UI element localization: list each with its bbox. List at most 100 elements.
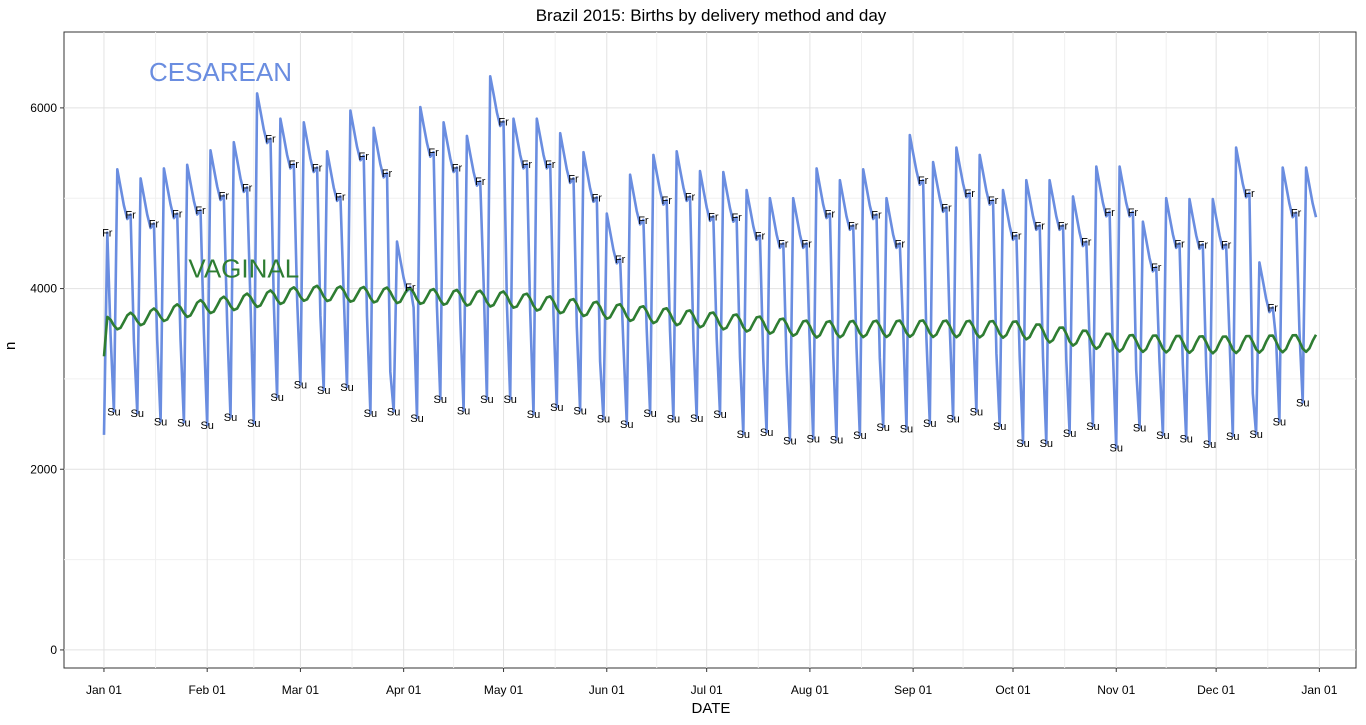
friday-label: Fr [382,168,393,180]
x-axis-label: DATE [691,700,731,717]
sunday-label: Su [1273,416,1286,428]
sunday-label: Su [876,422,889,434]
friday-label: Fr [265,134,276,146]
friday-label: Fr [895,238,906,250]
x-tick-label: Mar 01 [282,683,320,697]
sunday-label: Su [294,379,307,391]
friday-label: Fr [1104,207,1115,219]
x-tick-label: May 01 [484,683,524,697]
friday-label: Fr [708,211,719,223]
friday-label: Fr [871,209,882,221]
sunday-label: Su [1203,439,1216,451]
sunday-label: Su [1296,397,1309,409]
friday-label: Fr [312,163,323,175]
sunday-label: Su [760,427,773,439]
friday-label: Fr [1081,237,1092,249]
x-tick-label: Aug 01 [791,683,829,697]
sunday-label: Su [503,394,516,406]
friday-label: Fr [1034,220,1045,232]
friday-label: Fr [1011,230,1022,242]
sunday-label: Su [364,408,377,420]
friday-label: Fr [1244,188,1255,200]
friday-label: Fr [918,175,929,187]
friday-label: Fr [289,159,300,171]
friday-label: Fr [988,195,999,207]
friday-label: Fr [522,159,533,171]
friday-label: Fr [358,151,369,163]
sunday-label: Su [1249,429,1262,441]
sunday-label: Su [1086,421,1099,433]
series-label-vaginal: VAGINAL [188,254,299,284]
friday-label: Fr [172,209,183,221]
friday-label: Fr [498,116,509,128]
friday-label: Fr [848,220,859,232]
friday-label: Fr [941,202,952,214]
sunday-label: Su [340,382,353,394]
sunday-label: Su [527,409,540,421]
x-tick-label: Jan 01 [1301,683,1337,697]
friday-label: Fr [405,282,416,294]
sunday-label: Su [247,418,260,430]
sunday-label: Su [620,419,633,431]
sunday-label: Su [830,434,843,446]
friday-label: Fr [801,238,812,250]
sunday-label: Su [853,430,866,442]
sunday-label: Su [317,385,330,397]
friday-label: Fr [638,215,649,227]
x-tick-label: Jan 01 [86,683,122,697]
friday-label: Fr [428,147,439,159]
sunday-label: Su [737,429,750,441]
friday-label: Fr [1058,220,1069,232]
friday-label: Fr [568,173,579,185]
friday-label: Fr [965,188,976,200]
sunday-label: Su [783,435,796,447]
friday-label: Fr [1291,208,1302,220]
sunday-label: Su [923,418,936,430]
sunday-label: Su [806,434,819,446]
x-tick-label: Oct 01 [995,683,1031,697]
friday-label: Fr [1174,238,1185,250]
friday-label: Fr [825,209,836,221]
series-label-cesarean: CESAREAN [149,57,292,87]
sunday-label: Su [1226,431,1239,443]
sunday-label: Su [1016,438,1029,450]
sunday-label: Su [1133,423,1146,435]
sunday-label: Su [154,416,167,428]
series-line-cesarean [102,75,1318,449]
sunday-label: Su [573,406,586,418]
friday-label: Fr [125,209,136,221]
chart-title: Brazil 2015: Births by delivery method a… [535,6,887,25]
friday-label: Fr [102,228,113,240]
friday-label: Fr [778,238,789,250]
y-axis-label: n [2,341,19,350]
sunday-label: Su [993,421,1006,433]
y-tick-label: 0 [50,643,57,657]
series-line-vaginal [102,284,1318,357]
sunday-label: Su [457,406,470,418]
friday-label: Fr [755,230,766,242]
sunday-label: Su [667,414,680,426]
sunday-label: Su [131,408,144,420]
sunday-label: Su [224,412,237,424]
friday-label: Fr [335,191,346,203]
friday-label: Fr [1151,262,1162,274]
x-tick-label: Apr 01 [386,683,422,697]
friday-label: Fr [592,192,603,204]
sunday-label: Su [643,408,656,420]
x-tick-label: Jul 01 [691,683,723,697]
sunday-label: Su [270,392,283,404]
friday-label: Fr [545,159,556,171]
friday-label: Fr [452,163,463,175]
x-tick-label: Sep 01 [894,683,932,697]
sunday-label: Su [550,402,563,414]
x-tick-label: Jun 01 [589,683,625,697]
x-tick-label: Feb 01 [189,683,227,697]
sunday-label: Su [200,420,213,432]
sunday-label: Su [946,414,959,426]
sunday-label: Su [1063,428,1076,440]
friday-label: Fr [1198,239,1209,251]
y-tick-label: 4000 [30,282,57,296]
sunday-label: Su [713,409,726,421]
sunday-label: Su [480,394,493,406]
